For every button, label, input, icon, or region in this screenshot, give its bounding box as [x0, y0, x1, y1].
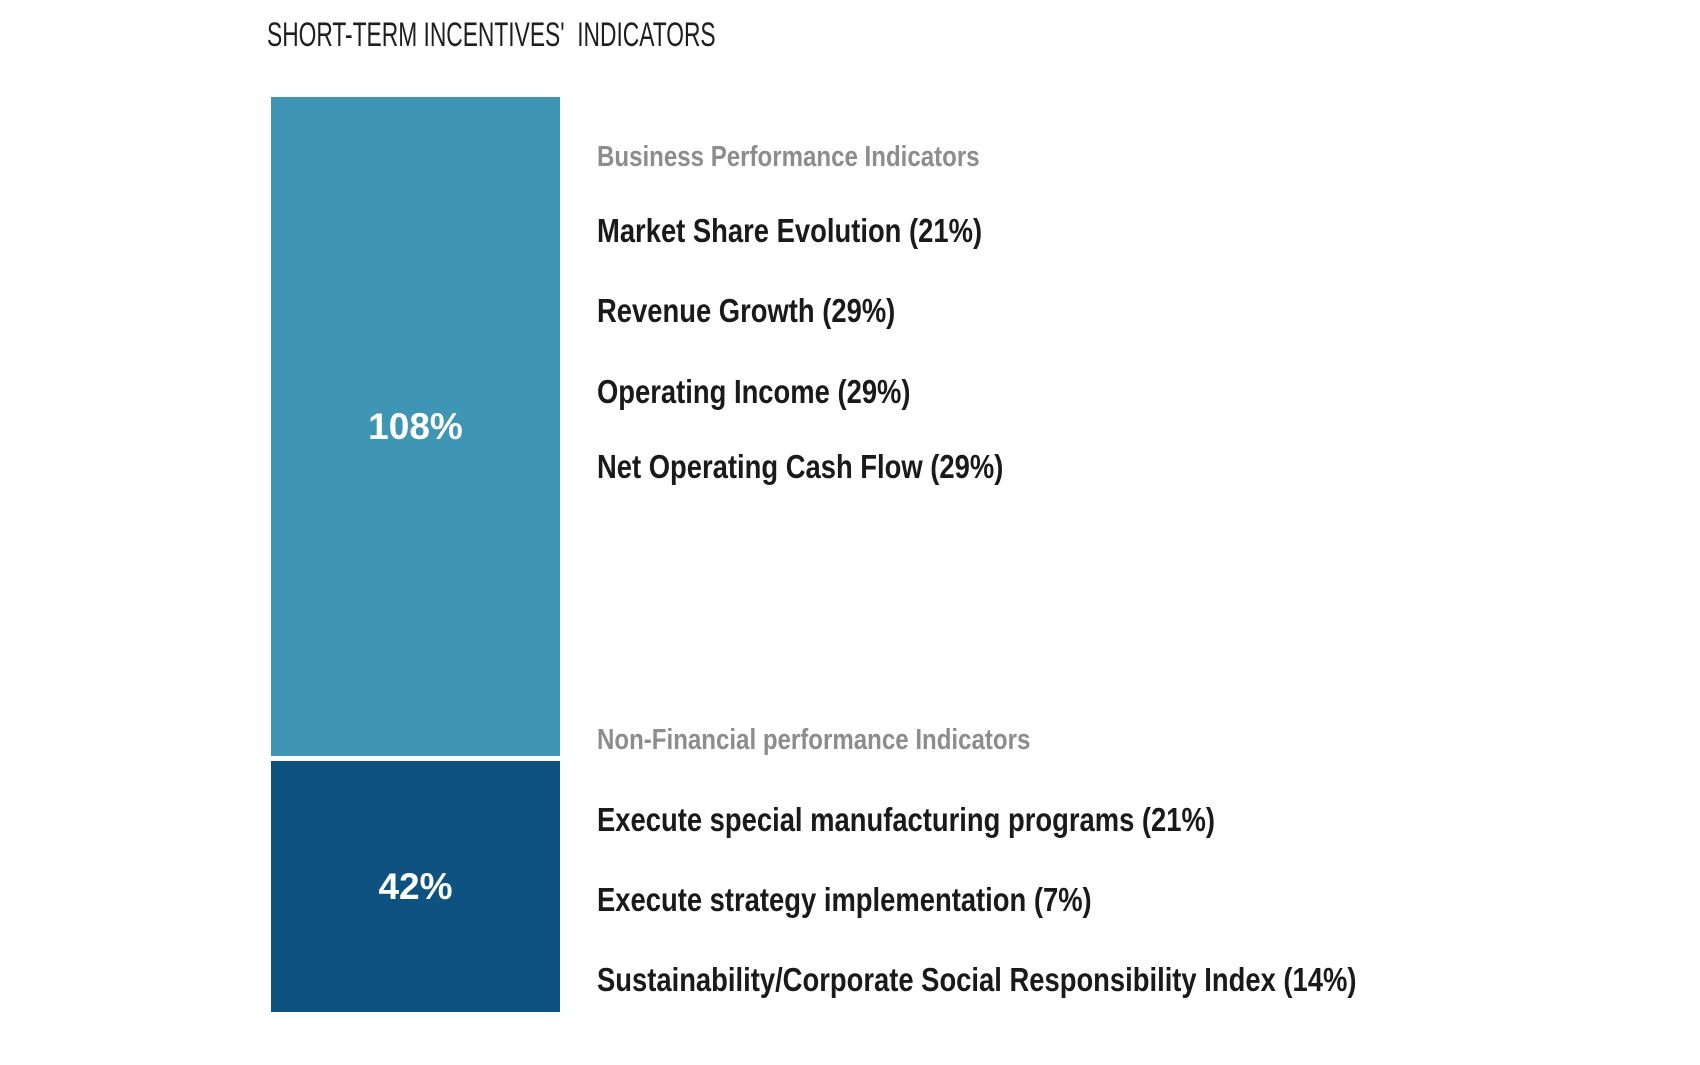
indicator-net-operating-cash-flow: Net Operating Cash Flow (29%) [597, 448, 1004, 485]
indicator-revenue-growth: Revenue Growth (29%) [597, 292, 896, 329]
indicator-execute-strategy-implementation: Execute strategy implementation (7%) [597, 881, 1092, 918]
group-header-business-performance: Business Performance Indicators [597, 141, 980, 173]
indicator-sustainability-csr-index: Sustainability/Corporate Social Responsi… [597, 961, 1357, 998]
bar-value-label-business: 108% [368, 405, 463, 447]
indicator-market-share-evolution: Market Share Evolution (21%) [597, 212, 983, 249]
bar-segment-non-financial: 42% [271, 761, 560, 1012]
bar-value-label-non-financial: 42% [378, 865, 453, 907]
chart-title: SHORT-TERM INCENTIVES' INDICATORS [267, 16, 716, 54]
indicator-operating-income: Operating Income (29%) [597, 373, 911, 410]
indicator-execute-special-manufacturing-programs: Execute special manufacturing programs (… [597, 801, 1215, 838]
bar-segment-business-performance: 108% [271, 97, 560, 756]
group-header-non-financial: Non-Financial performance Indicators [597, 724, 1031, 756]
